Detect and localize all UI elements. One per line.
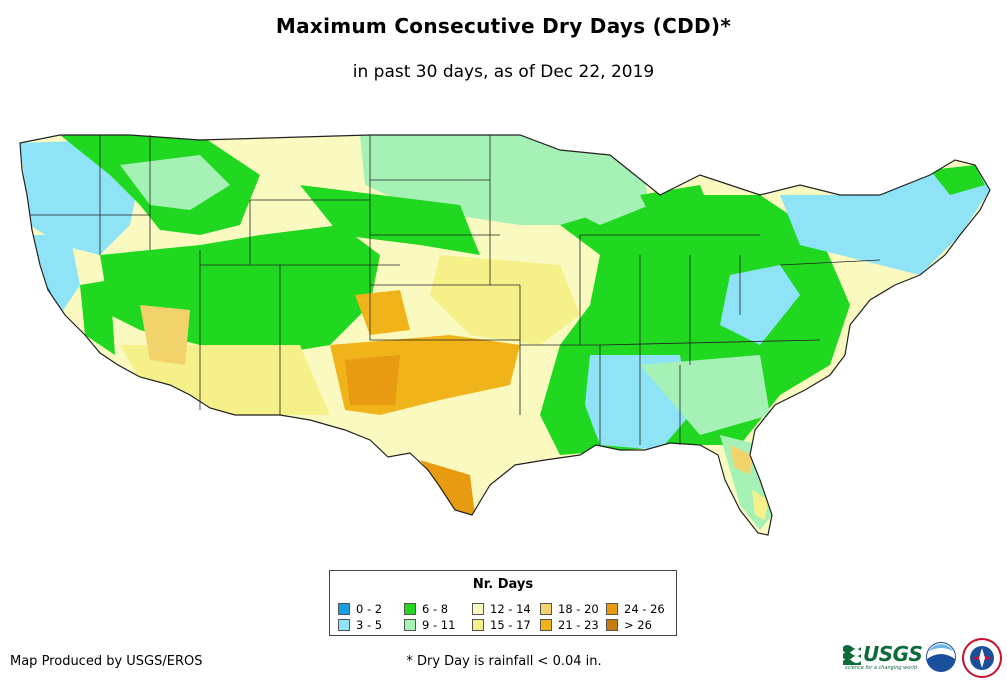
legend-item: 18 - 20	[540, 601, 606, 616]
map-subtitle: in past 30 days, as of Dec 22, 2019	[352, 62, 655, 82]
legend-label: 15 - 17	[490, 617, 531, 632]
legend-swatch	[606, 602, 618, 615]
legend-swatch	[472, 618, 484, 631]
legend-item: 21 - 23	[540, 617, 606, 632]
map-title: Maximum Consecutive Dry Days (CDD)*	[275, 14, 732, 38]
noaa-logo-text: noaa	[933, 656, 948, 662]
legend-label: 21 - 23	[558, 617, 599, 632]
legend-swatch	[540, 602, 552, 615]
usgs-tagline: science for a changing world	[845, 665, 917, 671]
legend-label: 3 - 5	[356, 617, 383, 632]
dry-day-footnote: * Dry Day is rainfall < 0.04 in.	[406, 654, 602, 669]
legend-item: 24 - 26	[606, 601, 672, 616]
legend-swatch	[338, 602, 350, 615]
legend-label: 9 - 11	[422, 617, 456, 632]
legend-title: Nr. Days	[472, 577, 534, 592]
legend-label: 24 - 26	[624, 601, 665, 616]
legend-swatch	[606, 618, 618, 631]
legend-label: 6 - 8	[422, 601, 449, 616]
us-dry-days-map	[19, 134, 991, 536]
noaa-logo: noaa	[926, 642, 956, 672]
legend-item: > 26	[606, 617, 672, 632]
nws-logo	[962, 638, 1002, 678]
legend-swatch	[472, 602, 484, 615]
legend-swatch	[404, 618, 416, 631]
legend-label: 18 - 20	[558, 601, 599, 616]
legend-item: 6 - 8	[404, 601, 472, 616]
usgs-wordmark: USGS	[863, 642, 923, 666]
legend-items: 0 - 2 3 - 5 6 - 8 9 - 11 12 - 14 15 - 17…	[338, 601, 674, 632]
usgs-wave-icon	[843, 645, 861, 665]
legend-item: 12 - 14	[472, 601, 540, 616]
legend-item: 0 - 2	[338, 601, 404, 616]
usgs-logo: USGS science for a changing world	[843, 641, 923, 675]
legend-item: 3 - 5	[338, 617, 404, 632]
legend-item: 15 - 17	[472, 617, 540, 632]
legend: Nr. Days 0 - 2 3 - 5 6 - 8 9 - 11 12 - 1…	[329, 570, 677, 636]
legend-swatch	[338, 618, 350, 631]
legend-swatch	[540, 618, 552, 631]
legend-swatch	[404, 602, 416, 615]
map-credit: Map Produced by USGS/EROS	[10, 654, 203, 669]
legend-label: 0 - 2	[356, 601, 383, 616]
legend-item: 9 - 11	[404, 617, 472, 632]
legend-label: 12 - 14	[490, 601, 531, 616]
legend-label: > 26	[624, 617, 652, 632]
